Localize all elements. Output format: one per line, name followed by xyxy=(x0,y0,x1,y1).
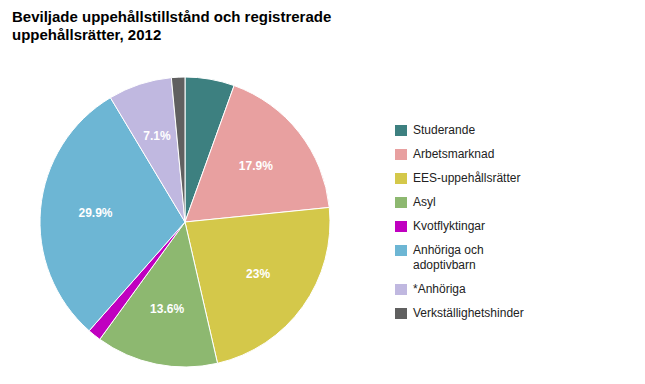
legend-swatch xyxy=(395,149,407,160)
legend-label: Arbetsmarknad xyxy=(413,147,494,161)
data-label: 29.9% xyxy=(78,206,112,220)
legend-swatch xyxy=(395,197,407,208)
legend-label: EES-uppehållsrätter xyxy=(413,171,520,185)
legend-swatch xyxy=(395,284,407,295)
legend-swatch xyxy=(395,221,407,232)
legend-swatch xyxy=(395,308,407,319)
legend-label: Kvotflyktingar xyxy=(413,219,485,233)
data-label: 7.1% xyxy=(143,129,171,143)
pie xyxy=(40,77,330,367)
legend-label: Verkställighetshinder xyxy=(413,306,524,320)
title: Beviljade uppehållstillstånd och registr… xyxy=(12,8,331,43)
slice xyxy=(110,78,185,222)
data-labels: 17.9% 23% 13.6% 29.9% 7.1% xyxy=(78,129,273,317)
chart: Beviljade uppehållstillstånd och registr… xyxy=(0,0,645,384)
slice xyxy=(185,86,329,222)
legend-swatch xyxy=(395,245,407,256)
legend-swatch xyxy=(395,125,407,136)
slice xyxy=(171,77,185,222)
legend-swatch xyxy=(395,173,407,184)
legend-label: Anhöriga ochadoptivbarn xyxy=(413,243,484,272)
data-label: 23% xyxy=(246,267,270,281)
legend-label: Asyl xyxy=(413,195,436,209)
slice xyxy=(40,98,185,331)
data-label: 17.9% xyxy=(239,159,273,173)
legend-label: Studerande xyxy=(413,123,475,137)
legend-label: *Anhöriga xyxy=(413,282,466,296)
legend: Studerande Arbetsmarknad EES-uppehållsrätt… xyxy=(395,123,524,320)
data-label: 13.6% xyxy=(150,302,184,316)
